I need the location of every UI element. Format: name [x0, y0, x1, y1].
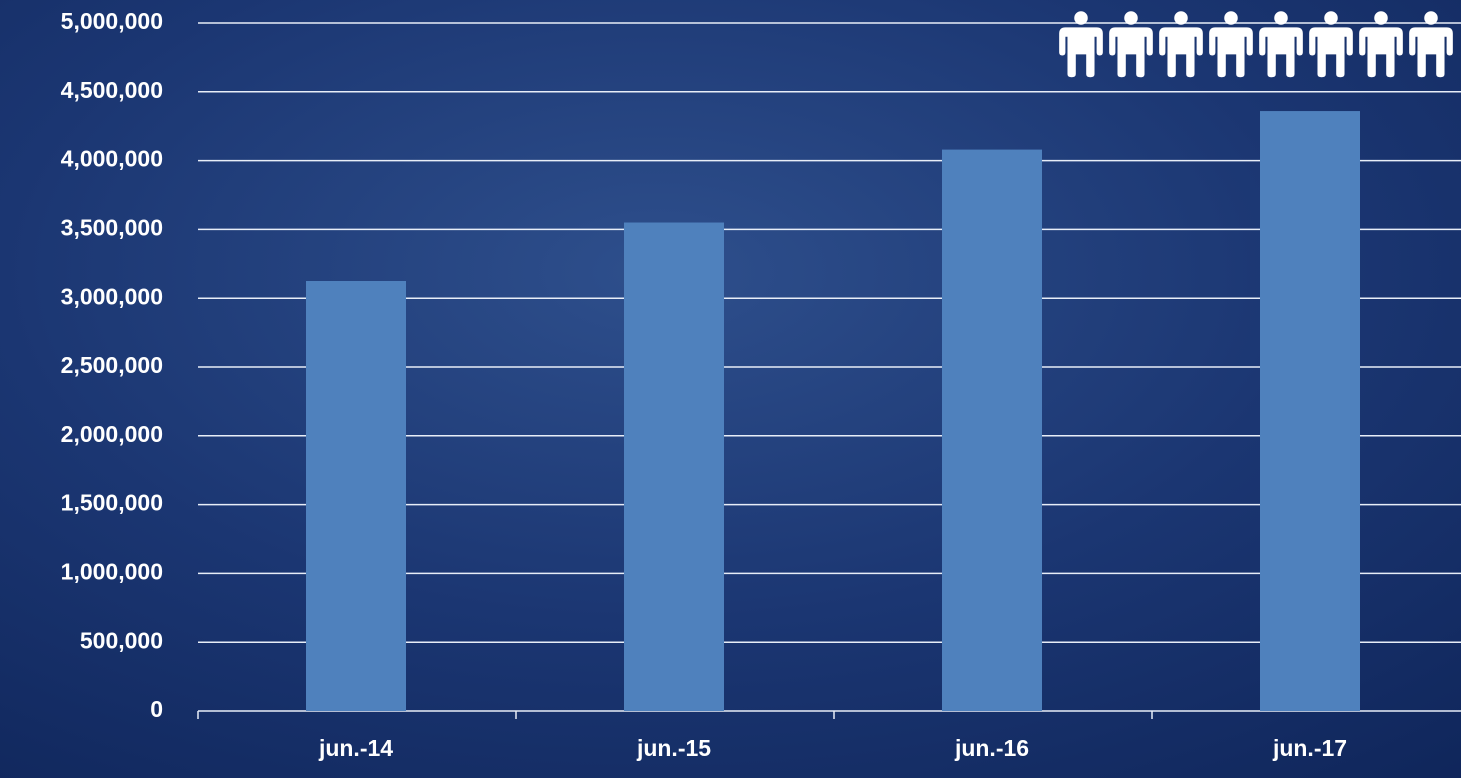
y-tick-label: 5,000,000 — [61, 8, 163, 34]
y-tick-label: 500,000 — [80, 627, 163, 653]
background — [0, 0, 1461, 778]
x-tick-label: jun.-17 — [1272, 735, 1347, 761]
bar — [306, 281, 406, 711]
chart: 0 500,000 1,000,000 1,500,000 2,000,000 2,500… — [0, 0, 1461, 778]
y-tick-label: 1,000,000 — [61, 558, 163, 584]
bar — [1260, 111, 1360, 711]
y-tick-label: 3,000,000 — [61, 283, 163, 309]
y-tick-label: 4,500,000 — [61, 77, 163, 103]
bar — [942, 150, 1042, 711]
y-tick-label: 2,000,000 — [61, 421, 163, 447]
y-tick-label: 0 — [150, 696, 163, 722]
x-tick-label: jun.-15 — [636, 735, 711, 761]
bar — [624, 223, 724, 711]
x-tick-label: jun.-16 — [954, 735, 1029, 761]
y-tick-label: 2,500,000 — [61, 352, 163, 378]
y-tick-label: 3,500,000 — [61, 214, 163, 240]
y-tick-label: 4,000,000 — [61, 146, 163, 172]
x-tick-label: jun.-14 — [318, 735, 393, 761]
y-tick-label: 1,500,000 — [61, 490, 163, 516]
